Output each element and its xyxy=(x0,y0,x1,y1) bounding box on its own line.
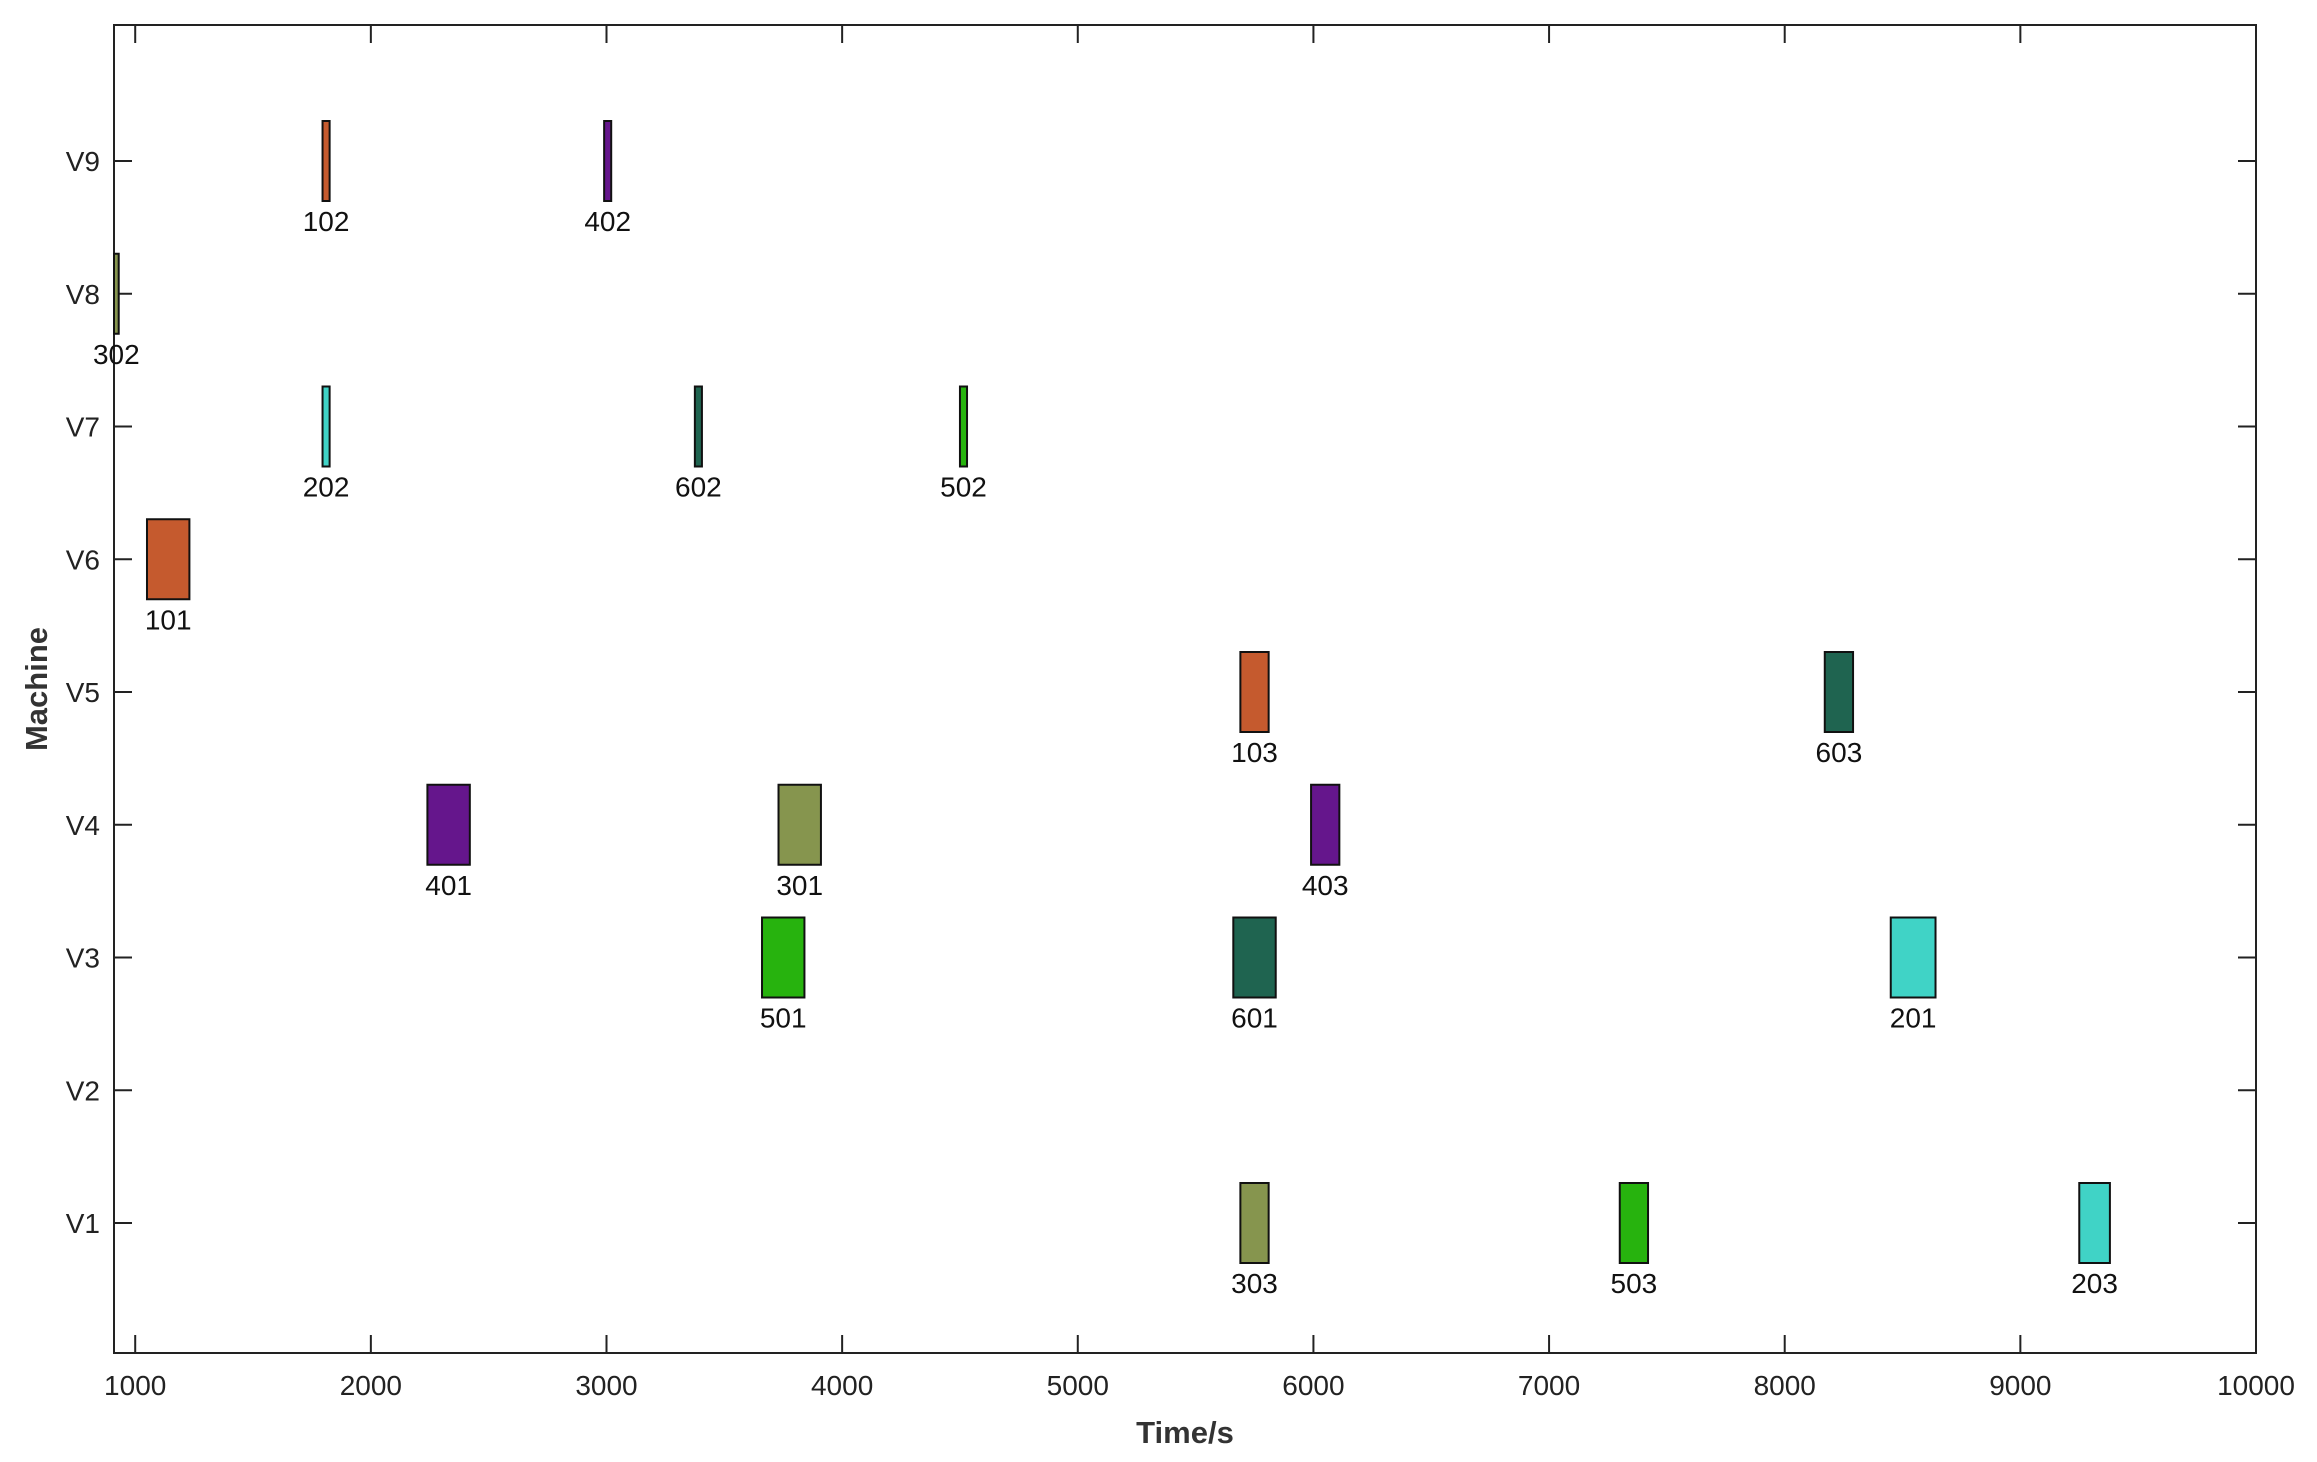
task-label: 403 xyxy=(1302,870,1349,901)
task-label: 103 xyxy=(1231,737,1278,768)
task-bar xyxy=(1823,651,1855,733)
task-label: 401 xyxy=(425,870,472,901)
x-tick-label: 2000 xyxy=(340,1370,402,1401)
axis-ticks xyxy=(114,25,2257,1353)
task-label: 601 xyxy=(1231,1003,1278,1034)
y-tick-label: V5 xyxy=(66,677,100,708)
task-bar xyxy=(1310,783,1341,866)
x-axis-title: Time/s xyxy=(1136,1415,1234,1450)
task-label: 203 xyxy=(2071,1268,2118,1299)
task-bar xyxy=(1889,916,1937,999)
x-tick-label: 10000 xyxy=(2217,1370,2295,1401)
task-label: 503 xyxy=(1611,1268,1658,1299)
task-label: 502 xyxy=(940,472,987,503)
y-tick-label: V7 xyxy=(66,412,100,443)
task-bar xyxy=(426,783,471,866)
y-tick-label: V3 xyxy=(66,943,100,974)
x-tick-label: 1000 xyxy=(104,1370,166,1401)
y-axis-title: Machine xyxy=(19,627,54,751)
task-label: 603 xyxy=(1816,737,1863,768)
x-tick-label: 8000 xyxy=(1754,1370,1816,1401)
tick-labels: 1000 2000 3000 4000 5000 6000 7000 8000 9000 1000… xyxy=(66,146,2295,1401)
task-bar xyxy=(958,385,969,468)
x-tick-label: 9000 xyxy=(1989,1370,2051,1401)
x-tick-label: 3000 xyxy=(575,1370,637,1401)
y-tick-label: V4 xyxy=(66,810,100,841)
task-label: 201 xyxy=(1890,1003,1937,1034)
task-label: 102 xyxy=(303,206,350,237)
task-bar xyxy=(145,518,191,601)
task-label: 301 xyxy=(776,870,823,901)
task-bar xyxy=(1232,916,1277,999)
task-bars: 101 102 103 201 202 203 301 302 303 401 402 403 501 5… xyxy=(93,120,2118,1299)
task-label: 501 xyxy=(760,1003,807,1034)
task-label: 402 xyxy=(584,206,631,237)
task-bar xyxy=(1618,1182,1650,1264)
x-tick-label: 5000 xyxy=(1047,1370,1109,1401)
task-bar xyxy=(113,252,120,335)
task-bar xyxy=(603,120,613,202)
task-bar xyxy=(321,385,331,468)
y-tick-label: V2 xyxy=(66,1075,100,1106)
plot-area xyxy=(113,24,2257,1354)
task-bar xyxy=(2078,1182,2111,1264)
task-label: 303 xyxy=(1231,1268,1278,1299)
x-tick-label: 6000 xyxy=(1282,1370,1344,1401)
x-tick-label: 4000 xyxy=(811,1370,873,1401)
y-tick-label: V6 xyxy=(66,544,100,575)
task-label: 202 xyxy=(303,472,350,503)
y-tick-label: V9 xyxy=(66,146,100,177)
task-bar xyxy=(321,120,331,202)
task-bar xyxy=(693,385,703,468)
task-bar xyxy=(761,916,806,999)
task-label: 302 xyxy=(93,339,140,370)
y-tick-label: V8 xyxy=(66,279,100,310)
x-tick-label: 7000 xyxy=(1518,1370,1580,1401)
task-bar xyxy=(1239,1182,1270,1264)
task-bar xyxy=(1239,651,1270,733)
y-tick-label: V1 xyxy=(66,1208,100,1239)
task-label: 101 xyxy=(145,604,192,635)
task-bar xyxy=(777,783,822,866)
task-label: 602 xyxy=(675,472,722,503)
